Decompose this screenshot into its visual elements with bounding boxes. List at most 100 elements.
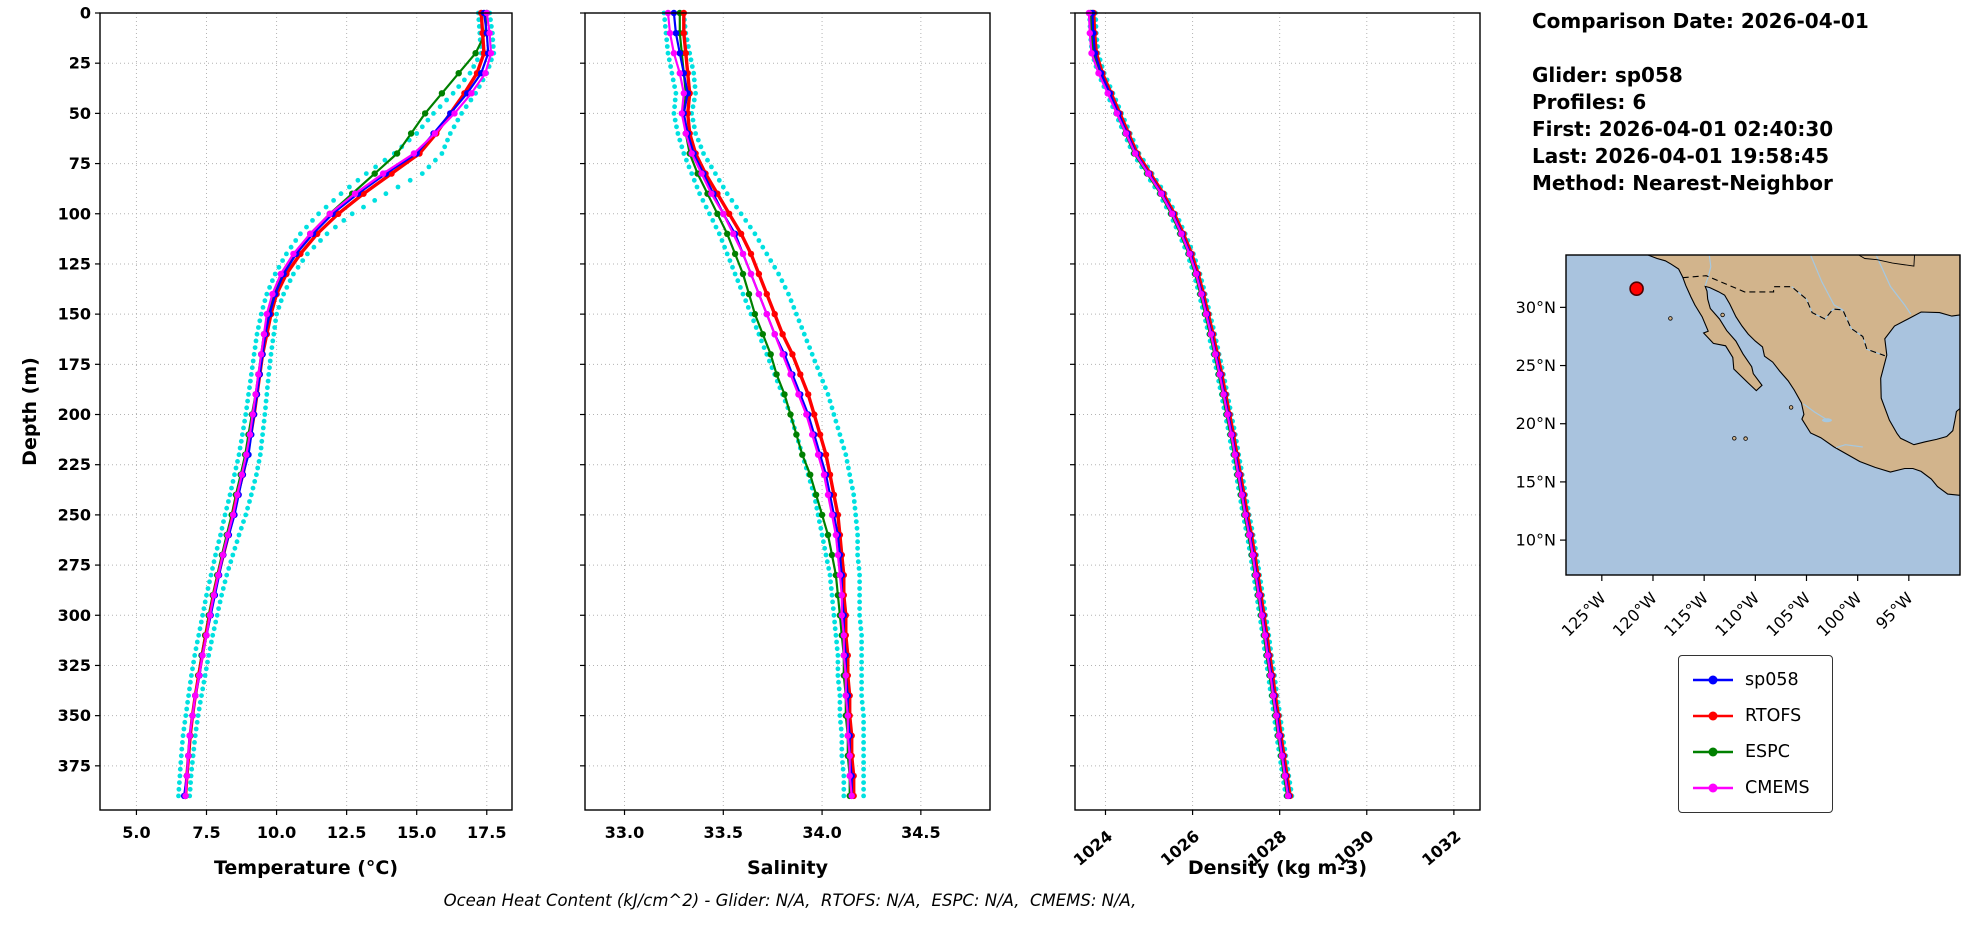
series-CMEMS: [182, 9, 495, 800]
legend-label: CMEMS: [1745, 778, 1810, 798]
gridlines: [585, 12, 990, 810]
svg-text:1032: 1032: [1418, 827, 1464, 870]
info-glider: Glider: sp058: [1532, 63, 1683, 87]
svg-text:375: 375: [58, 756, 91, 775]
svg-text:34.5: 34.5: [901, 823, 940, 842]
lake-chapala: [1821, 418, 1832, 423]
gridlines: [1075, 12, 1480, 810]
island-dot: [1720, 312, 1725, 318]
legend-item-rtofs: RTOFS: [1691, 702, 1810, 730]
svg-text:33.0: 33.0: [605, 823, 644, 842]
x-axis-label: Salinity: [747, 857, 829, 879]
salinity-profile-chart: 33.0 33.5 34.0 34.5 Salinity: [580, 9, 991, 879]
svg-text:105°W: 105°W: [1762, 588, 1814, 640]
map-lon-axis: 125°W 120°W 115°W 110°W 105°W 100°W 95°W: [1558, 575, 1917, 640]
plot-frame: [584, 12, 991, 811]
island-dot: [1732, 436, 1737, 441]
svg-text:95°W: 95°W: [1872, 588, 1917, 633]
svg-text:15°N: 15°N: [1516, 472, 1556, 491]
svg-text:125: 125: [58, 254, 91, 273]
series-RTOFS: [680, 9, 857, 800]
svg-text:50: 50: [69, 104, 91, 123]
legend-item-cmems: CMEMS: [1691, 774, 1810, 802]
info-first-time: First: 2026-04-01 02:40:30: [1532, 117, 1834, 141]
legend-line-sample: [1693, 675, 1733, 685]
map-lat-axis: 30°N 25°N 20°N 15°N 10°N: [1516, 298, 1566, 550]
svg-text:250: 250: [58, 505, 91, 524]
series-CMEMS: [1085, 9, 1292, 800]
river-line: [1803, 403, 1828, 421]
plot-legend: sp058 RTOFS ESPC CMEMS: [1678, 655, 1833, 813]
legend-label: sp058: [1745, 670, 1799, 690]
legend-item-sp058: sp058: [1691, 666, 1810, 694]
svg-text:33.5: 33.5: [704, 823, 743, 842]
map-plot: 30°N 25°N 20°N 15°N 10°N 125°W 120°W 115°W 110°W…: [1516, 254, 1961, 640]
svg-text:325: 325: [58, 656, 91, 675]
location-map: 30°N 25°N 20°N 15°N 10°N 125°W 120°W 115°W 110°W…: [1516, 254, 1961, 640]
x-axis: 33.0 33.5 34.0 34.5: [605, 810, 941, 842]
svg-text:120°W: 120°W: [1609, 588, 1661, 640]
plot-frame: [1074, 12, 1481, 811]
island-dot: [1668, 316, 1673, 321]
map-frame: [1565, 254, 1961, 576]
svg-text:110°W: 110°W: [1711, 588, 1763, 640]
state-boundary: [1858, 255, 1915, 267]
svg-text:15.0: 15.0: [397, 823, 436, 842]
legend-item-espc: ESPC: [1691, 738, 1810, 766]
island-dot: [1743, 436, 1748, 441]
info-blank-line: [1532, 35, 1972, 62]
land-polygon: [1647, 255, 1960, 496]
country-border: [1682, 275, 1885, 357]
river-line: [1836, 444, 1863, 449]
svg-text:12.5: 12.5: [327, 823, 366, 842]
info-last-time: Last: 2026-04-01 19:58:45: [1532, 144, 1830, 168]
x-axis: 5.0 7.5 10.0 12.5 15.0 17.5: [122, 810, 507, 842]
svg-text:75: 75: [69, 154, 91, 173]
series-ESPC: [1087, 9, 1291, 800]
legend-label: RTOFS: [1745, 706, 1802, 726]
svg-text:115°W: 115°W: [1660, 588, 1712, 640]
svg-text:300: 300: [58, 606, 91, 625]
island-dot: [1788, 405, 1794, 410]
legend-line-sample: [1693, 747, 1733, 757]
series-ESPC: [676, 9, 853, 800]
salinity-profile-plot: 33.0 33.5 34.0 34.5 Salinity: [580, 9, 991, 879]
svg-text:10°N: 10°N: [1516, 531, 1556, 550]
svg-text:350: 350: [58, 706, 91, 725]
river-line: [1810, 255, 1843, 311]
river-line: [1875, 255, 1912, 315]
svg-text:200: 200: [58, 405, 91, 424]
svg-text:275: 275: [58, 556, 91, 575]
info-method: Method: Nearest-Neighbor: [1532, 171, 1833, 195]
svg-text:34.0: 34.0: [802, 823, 841, 842]
svg-text:7.5: 7.5: [192, 823, 220, 842]
series-sp058: [180, 9, 492, 800]
info-profiles: Profiles: 6: [1532, 90, 1647, 114]
series-ESPC: [182, 9, 490, 800]
svg-text:20°N: 20°N: [1516, 414, 1556, 433]
plot-frame: [99, 12, 513, 811]
river-line: [1704, 255, 1712, 286]
svg-text:125°W: 125°W: [1558, 588, 1610, 640]
x-axis-label: Density (kg m-3): [1188, 857, 1367, 879]
svg-text:0: 0: [80, 4, 91, 23]
info-comparison-date: Comparison Date: 2026-04-01: [1532, 9, 1869, 33]
info-panel: Comparison Date: 2026-04-01 Glider: sp05…: [1532, 8, 1972, 197]
svg-text:150: 150: [58, 305, 91, 324]
svg-text:17.5: 17.5: [467, 823, 506, 842]
svg-text:5.0: 5.0: [122, 823, 150, 842]
svg-text:100: 100: [58, 204, 91, 223]
svg-text:25: 25: [69, 54, 91, 73]
y-axis: [580, 12, 585, 767]
svg-text:25°N: 25°N: [1516, 356, 1556, 375]
svg-text:30°N: 30°N: [1516, 298, 1556, 317]
svg-text:225: 225: [58, 455, 91, 474]
temperature-profile-chart: 5.0 7.5 10.0 12.5 15.0 17.5 0 25 50 75 100 125 150 17…: [19, 4, 513, 879]
legend-label: ESPC: [1745, 742, 1790, 762]
svg-text:100°W: 100°W: [1814, 588, 1866, 640]
glider-position-marker: [1629, 281, 1644, 297]
legend-line-sample: [1693, 783, 1733, 793]
y-axis-label: Depth (m): [19, 357, 41, 466]
